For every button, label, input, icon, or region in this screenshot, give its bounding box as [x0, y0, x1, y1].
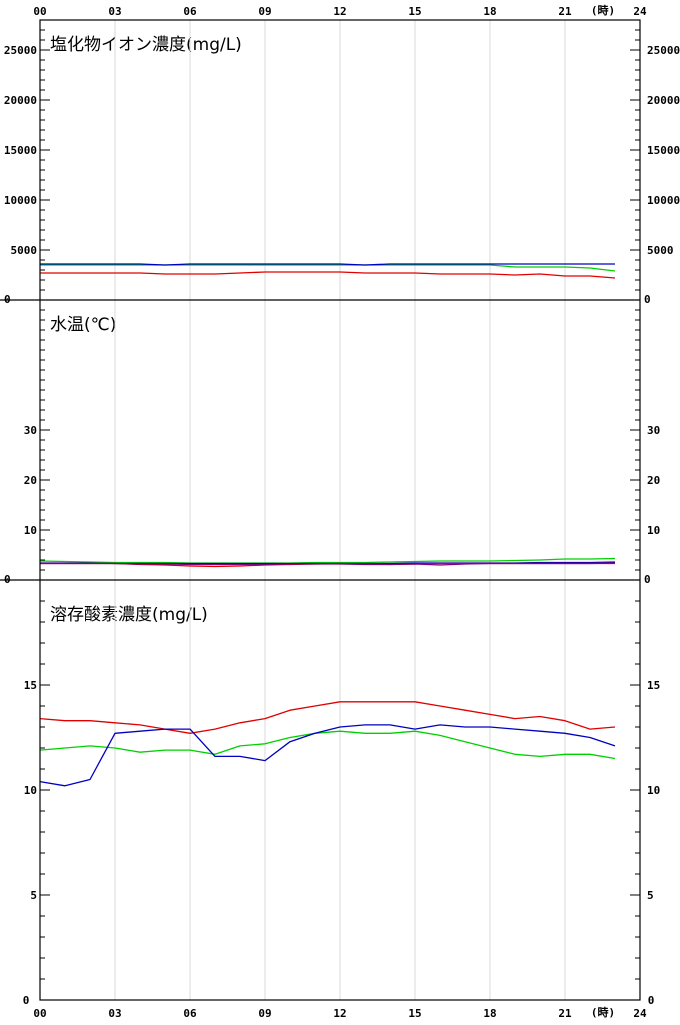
x-tick-label-bottom: 18: [483, 1007, 496, 1020]
y-tick-label-left: 20: [24, 474, 37, 487]
y-tick-label-left: 5000: [11, 244, 38, 257]
x-tick-label-bottom: 00: [33, 1007, 46, 1020]
series-line-green: [39, 557, 616, 564]
y-tick-label-right: 0: [648, 994, 655, 1007]
series-line-green: [40, 264, 616, 272]
y-tick-label-left: 20000: [4, 94, 37, 107]
y-tick-label-left: 10: [24, 784, 37, 797]
x-tick-label-top: 09: [258, 5, 271, 18]
x-tick-label-bottom: 15: [408, 1007, 421, 1020]
panel-title-chloride: 塩化物イオン濃度(mg/L): [50, 35, 242, 55]
x-tick-label-bottom: 09: [258, 1007, 271, 1020]
plot-frame: [39, 19, 641, 1001]
y-tick-label-right: 15000: [647, 144, 680, 157]
time-unit-label-bottom: (時): [591, 1005, 615, 1019]
x-tick-label-top: 15: [408, 5, 421, 18]
x-tick-label-top: 06: [183, 5, 197, 18]
series-line-red: [39, 701, 616, 734]
y-tick-label-right: 25000: [647, 44, 680, 57]
y-tick-label-right: 10000: [647, 194, 680, 207]
y-tick-label-left: 5: [30, 889, 37, 902]
x-tick-label-bottom: 24: [633, 1007, 647, 1020]
x-tick-label-bottom: 03: [108, 1007, 121, 1020]
y-tick-label-left: 30: [24, 424, 37, 437]
y-tick-label-right: 0: [644, 573, 651, 586]
x-tick-label-top: 12: [333, 5, 346, 18]
y-tick-label-right: 20: [647, 474, 660, 487]
panel-title-water-temp: 水温(℃): [50, 315, 116, 335]
y-tick-label-left: 10: [24, 524, 37, 537]
x-tick-label-top: 00: [33, 5, 46, 18]
time-unit-label-top: (時): [591, 3, 615, 17]
series-line-green: [39, 730, 616, 760]
series-line-blue: [39, 724, 616, 787]
series-line-purple: [40, 562, 616, 566]
x-tick-label-bottom: 21: [558, 1007, 572, 1020]
y-tick-label-right: 20000: [647, 94, 680, 107]
y-tick-label-left: 0: [23, 994, 30, 1007]
y-tick-label-left: 25000: [4, 44, 37, 57]
series-line-blue: [40, 263, 615, 266]
y-tick-label-right: 30: [647, 424, 660, 437]
series-line-red: [40, 271, 616, 279]
y-tick-label-right: 15: [647, 679, 660, 692]
y-tick-label-right: 5: [647, 889, 654, 902]
y-tick-label-left: 15: [24, 679, 37, 692]
x-tick-label-top: 18: [483, 5, 496, 18]
y-tick-label-right: 0: [644, 293, 651, 306]
y-tick-label-right: 10: [647, 524, 660, 537]
y-tick-label-right: 10: [647, 784, 660, 797]
x-tick-label-top: 03: [108, 5, 121, 18]
y-tick-label-left: 15000: [4, 144, 37, 157]
y-tick-label-left: 10000: [4, 194, 37, 207]
x-tick-label-bottom: 12: [333, 1007, 346, 1020]
x-tick-label-top: 24: [633, 5, 647, 18]
x-tick-label-top: 21: [558, 5, 572, 18]
x-tick-label-bottom: 06: [183, 1007, 197, 1020]
panel-title-dissolved-oxygen: 溶存酸素濃度(mg/L): [50, 605, 208, 625]
y-tick-label-right: 5000: [647, 244, 674, 257]
